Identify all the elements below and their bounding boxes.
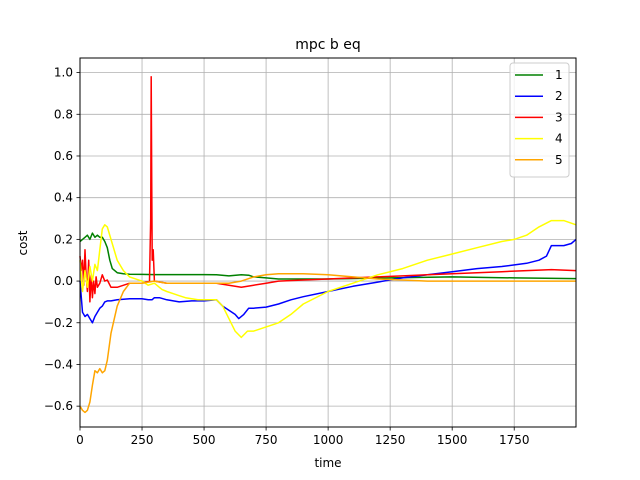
y-tick-label: −0.6 xyxy=(44,399,73,413)
x-tick-label: 250 xyxy=(131,433,154,447)
x-tick-label: 1250 xyxy=(375,433,406,447)
y-tick-label: 0.0 xyxy=(54,274,73,288)
chart-title: mpc b eq xyxy=(295,37,361,53)
legend-frame xyxy=(509,62,570,178)
y-axis-label: cost xyxy=(16,230,30,255)
series-lines xyxy=(79,76,577,414)
series-line-5 xyxy=(79,273,576,414)
legend-label: 1 xyxy=(555,68,563,82)
x-tick-label: 0 xyxy=(76,433,84,447)
y-tick-label: 0.8 xyxy=(54,107,73,121)
y-tick-label: 1.0 xyxy=(54,66,73,80)
x-axis-label: time xyxy=(314,456,341,470)
x-axis-ticks: 0 250 500 750 1000 1250 1500 1750 xyxy=(76,427,529,447)
x-tick-label: 1750 xyxy=(499,433,530,447)
grid-lines xyxy=(79,58,576,427)
x-tick-label: 1000 xyxy=(313,433,344,447)
y-tick-label: −0.2 xyxy=(44,316,73,330)
y-axis-ticks: −0.6 −0.4 −0.2 0.0 0.2 0.4 0.6 0.8 1.0 xyxy=(44,66,80,413)
legend-label: 2 xyxy=(555,89,563,103)
x-tick-label: 500 xyxy=(193,433,216,447)
legend-label: 5 xyxy=(555,153,563,167)
x-tick-label: 750 xyxy=(255,433,278,447)
legend-label: 4 xyxy=(555,132,563,146)
y-tick-label: 0.6 xyxy=(54,149,73,163)
legend: 1 2 3 4 5 xyxy=(509,62,570,178)
y-tick-label: 0.2 xyxy=(54,232,73,246)
y-tick-label: 0.4 xyxy=(54,191,73,205)
x-tick-label: 1500 xyxy=(437,433,468,447)
y-tick-label: −0.4 xyxy=(44,357,73,371)
series-line-4 xyxy=(79,219,577,339)
legend-label: 3 xyxy=(555,110,563,124)
